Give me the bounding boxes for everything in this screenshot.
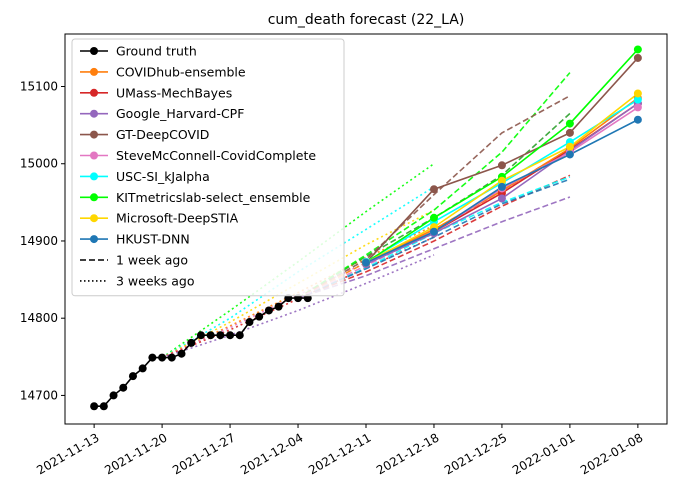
ground-truth-point bbox=[138, 364, 147, 373]
legend-label-gt-deepcovid: GT-DeepCOVID bbox=[116, 127, 209, 142]
ground-truth-point bbox=[226, 331, 235, 340]
chart-title: cum_death forecast (22_LA) bbox=[268, 12, 465, 28]
y-tick-label: 15000 bbox=[20, 157, 58, 171]
forecast-point-google-harvard-cpf bbox=[497, 194, 506, 203]
legend-marker-kitmetricslab-select-ensemble bbox=[90, 193, 98, 202]
legend-marker-google-harvard-cpf bbox=[90, 109, 98, 118]
ground-truth-point bbox=[158, 353, 167, 362]
ground-truth-point bbox=[235, 331, 244, 340]
legend-label-hkust-dnn: HKUST-DNN bbox=[116, 232, 190, 247]
forecast-point-hkust-dnn bbox=[429, 227, 438, 236]
ground-truth-point bbox=[90, 402, 99, 411]
legend-label-microsoft-deepstia: Microsoft-DeepSTIA bbox=[116, 211, 239, 226]
ground-truth-point bbox=[216, 331, 225, 340]
legend: Ground truth COVIDhub-ensemble UMass-MechB… bbox=[71, 38, 345, 297]
ground-truth-point bbox=[119, 383, 128, 392]
legend-label-stevemcconnell-covidcomplete: SteveMcConnell-CovidComplete bbox=[116, 148, 316, 163]
legend-label-kitmetricslab-select-ensemble: KITmetricslab-select_ensemble bbox=[116, 190, 311, 205]
ground-truth-point bbox=[167, 353, 176, 362]
y-tick-label: 14700 bbox=[20, 388, 58, 402]
y-axis: 14700 14800 14900 15000 15100 bbox=[20, 80, 65, 402]
forecast-point-hkust-dnn bbox=[633, 115, 642, 124]
legend-marker-stevemcconnell-covidcomplete bbox=[90, 151, 98, 160]
ground-truth-point bbox=[206, 331, 215, 340]
ground-truth-point bbox=[177, 349, 186, 358]
ground-truth-point bbox=[128, 372, 137, 381]
legend-marker-hkust-dnn bbox=[90, 235, 98, 244]
forecast-point-kitmetricslab-select-ensemble bbox=[565, 119, 574, 128]
legend-label-1-week-ago: 1 week ago bbox=[116, 253, 188, 268]
legend-marker-microsoft-deepstia bbox=[90, 214, 98, 223]
ground-truth-point bbox=[264, 306, 273, 315]
forecast-point-hkust-dnn bbox=[362, 258, 370, 267]
legend-label-covidhub-ensemble: COVIDhub-ensemble bbox=[116, 64, 246, 79]
forecast-point-kitmetricslab-select-ensemble bbox=[633, 45, 642, 54]
legend-label-google-harvard-cpf: Google_Harvard-CPF bbox=[116, 106, 244, 121]
y-tick-label: 14800 bbox=[20, 311, 58, 325]
legend-marker-covidhub-ensemble bbox=[90, 67, 98, 76]
ground-truth-point bbox=[196, 331, 205, 340]
forecast-point-microsoft-deepstia bbox=[497, 176, 506, 185]
forecast-point-gt-deepcovid bbox=[633, 53, 642, 62]
ground-truth-point bbox=[99, 402, 108, 411]
three-weeks-ago-line-6 bbox=[161, 254, 435, 359]
forecast-point-gt-deepcovid bbox=[565, 128, 574, 137]
forecast-point-microsoft-deepstia bbox=[565, 142, 574, 151]
legend-marker-umass-mechbayes bbox=[90, 88, 98, 97]
forecast-point-hkust-dnn bbox=[565, 150, 574, 159]
y-tick-label: 15100 bbox=[20, 80, 58, 94]
forecast-point-gt-deepcovid bbox=[429, 185, 438, 194]
forecast-point-kitmetricslab-select-ensemble bbox=[429, 213, 438, 222]
ground-truth-point bbox=[109, 391, 118, 400]
ground-truth-point bbox=[245, 318, 254, 327]
plot-markers bbox=[90, 45, 642, 411]
forecast-point-hkust-dnn bbox=[497, 182, 506, 191]
one-week-ago-line-2 bbox=[297, 95, 571, 299]
legend-marker-ground-truth bbox=[90, 47, 98, 55]
ground-truth-point bbox=[274, 302, 283, 311]
forecast-point-gt-deepcovid bbox=[497, 161, 506, 170]
legend-marker-usc-si-kjalpha bbox=[90, 172, 98, 181]
ground-truth-point bbox=[148, 353, 157, 362]
legend-label-ground-truth: Ground truth bbox=[116, 44, 197, 59]
legend-marker-gt-deepcovid bbox=[90, 130, 98, 139]
forecast-point-stevemcconnell-covidcomplete bbox=[633, 103, 642, 112]
legend-label-3-weeks-ago: 3 weeks ago bbox=[116, 273, 195, 288]
ground-truth-point bbox=[255, 312, 264, 321]
legend-label-umass-mechbayes: UMass-MechBayes bbox=[116, 85, 232, 100]
forecast-point-usc-si-kjalpha bbox=[633, 95, 642, 104]
y-tick-label: 14900 bbox=[20, 234, 58, 248]
forecast-point-microsoft-deepstia bbox=[633, 89, 642, 98]
legend-box bbox=[71, 38, 345, 297]
ground-truth-point bbox=[187, 338, 196, 347]
legend-label-usc-si-kjalpha: USC-SI_kJalpha bbox=[116, 169, 210, 184]
